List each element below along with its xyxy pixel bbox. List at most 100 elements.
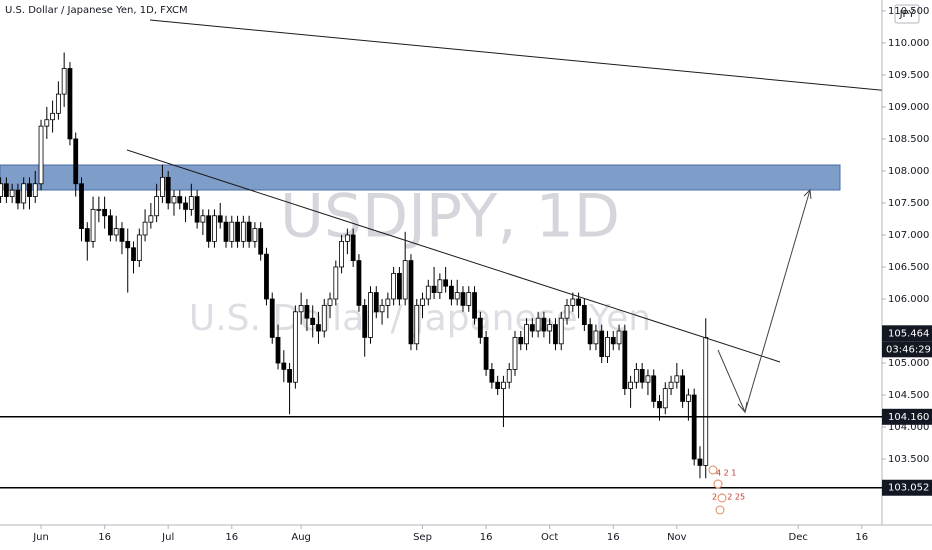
- candle-body: [21, 183, 27, 204]
- candle-body: [680, 375, 686, 402]
- x-tick-label: Jul: [161, 532, 174, 543]
- price-label-box: [882, 479, 932, 496]
- candle-body: [212, 215, 217, 242]
- candle-body: [518, 337, 524, 345]
- candle-body: [298, 304, 304, 313]
- candle-body: [32, 183, 38, 197]
- candle-body: [9, 189, 15, 197]
- candle-body: [339, 240, 345, 268]
- candle-body: [287, 369, 292, 383]
- candle-body: [327, 298, 333, 306]
- candle-body: [160, 176, 165, 197]
- arrow-head: [737, 401, 748, 414]
- candle-body: [558, 317, 564, 345]
- candle-body: [460, 292, 466, 306]
- candle-body: [200, 215, 206, 223]
- candle-body: [194, 196, 200, 223]
- candle-body: [356, 260, 362, 306]
- candle-body: [142, 221, 148, 236]
- candle-body: [599, 330, 605, 358]
- watermark-subtitle: U.S. Dollar / Japanese Yen: [189, 298, 651, 339]
- candle-body: [449, 285, 454, 300]
- candle-body: [477, 317, 483, 338]
- chart-title: U.S. Dollar / Japanese Yen, 1D, FXCM: [5, 5, 188, 16]
- candle-body: [84, 228, 90, 242]
- event-badge: 4 2 1: [716, 469, 736, 478]
- x-tick-label: Oct: [541, 532, 558, 543]
- event-badge: 2 2 2 25: [712, 493, 745, 502]
- candle-body: [662, 388, 668, 409]
- candle-body: [61, 68, 67, 95]
- candle-body: [691, 394, 697, 460]
- candle-body: [275, 337, 281, 364]
- candle-body: [506, 369, 512, 383]
- candle-body: [217, 215, 223, 223]
- candle-body: [628, 381, 633, 390]
- candle-body: [472, 292, 477, 319]
- candle-body: [703, 337, 709, 466]
- candle-body: [581, 304, 587, 326]
- candle-body: [148, 215, 154, 223]
- candle-body: [96, 208, 102, 211]
- candle-body: [362, 304, 368, 338]
- price-label-box: [882, 408, 932, 425]
- candle-body: [633, 369, 639, 383]
- event-icon: [717, 493, 727, 503]
- candle-body: [414, 304, 420, 345]
- y-tick-label: 106.500: [888, 262, 929, 273]
- price-label: 105.464: [888, 328, 929, 339]
- candle-body: [529, 324, 535, 332]
- y-tick-label: 105.000: [888, 358, 929, 369]
- candle-body: [622, 330, 628, 390]
- candle-body: [27, 183, 32, 197]
- currency-button-label[interactable]: JPY: [899, 9, 916, 20]
- candle-body: [402, 260, 408, 300]
- y-tick-label: 106.000: [888, 294, 929, 305]
- candle-body: [316, 324, 321, 332]
- candle-body: [396, 272, 402, 300]
- candle-body: [333, 266, 339, 300]
- candle-body: [73, 138, 79, 185]
- candle-body: [15, 189, 21, 204]
- candle-body: [391, 272, 397, 300]
- candle-body: [651, 375, 657, 402]
- candle-body: [495, 381, 501, 390]
- candle-body: [113, 228, 119, 236]
- y-tick-label: 104.500: [888, 390, 929, 401]
- candle-body: [524, 324, 529, 345]
- candle-body: [454, 292, 460, 300]
- x-tick-label: 16: [480, 532, 493, 543]
- x-tick-label: Jun: [32, 532, 49, 543]
- candle-body: [512, 337, 518, 370]
- candle-body: [373, 292, 379, 313]
- candle-body: [154, 196, 160, 217]
- candle-body: [269, 298, 275, 338]
- candle-body: [171, 196, 177, 204]
- candle-body: [645, 375, 651, 383]
- watermark: USDJPY, 1D: [280, 182, 620, 252]
- candle-body: [206, 215, 212, 242]
- candle-body: [668, 381, 674, 390]
- candle-body: [350, 234, 356, 261]
- resistance-zone: [0, 164, 841, 191]
- candle-body: [264, 253, 269, 300]
- price-label-box: [882, 325, 932, 342]
- y-tick-label: 108.500: [888, 134, 929, 145]
- descending-trendline: [126, 149, 781, 363]
- candle-body: [281, 362, 287, 370]
- candle-body: [547, 324, 553, 332]
- y-tick-label: 109.500: [888, 70, 929, 81]
- candle-body: [321, 304, 327, 332]
- y-tick-label: 109.000: [888, 102, 929, 113]
- y-tick-label: 103.500: [888, 454, 929, 465]
- candle-body: [431, 285, 437, 293]
- candle-body: [501, 381, 506, 390]
- y-tick-label: 110.500: [888, 6, 929, 17]
- x-tick-label: 16: [98, 532, 111, 543]
- candle-body: [0, 183, 3, 197]
- candle-body: [183, 202, 188, 210]
- candle-body: [102, 208, 108, 217]
- candle-body: [252, 228, 258, 242]
- candles: [0, 52, 709, 479]
- currency-button[interactable]: [894, 4, 920, 24]
